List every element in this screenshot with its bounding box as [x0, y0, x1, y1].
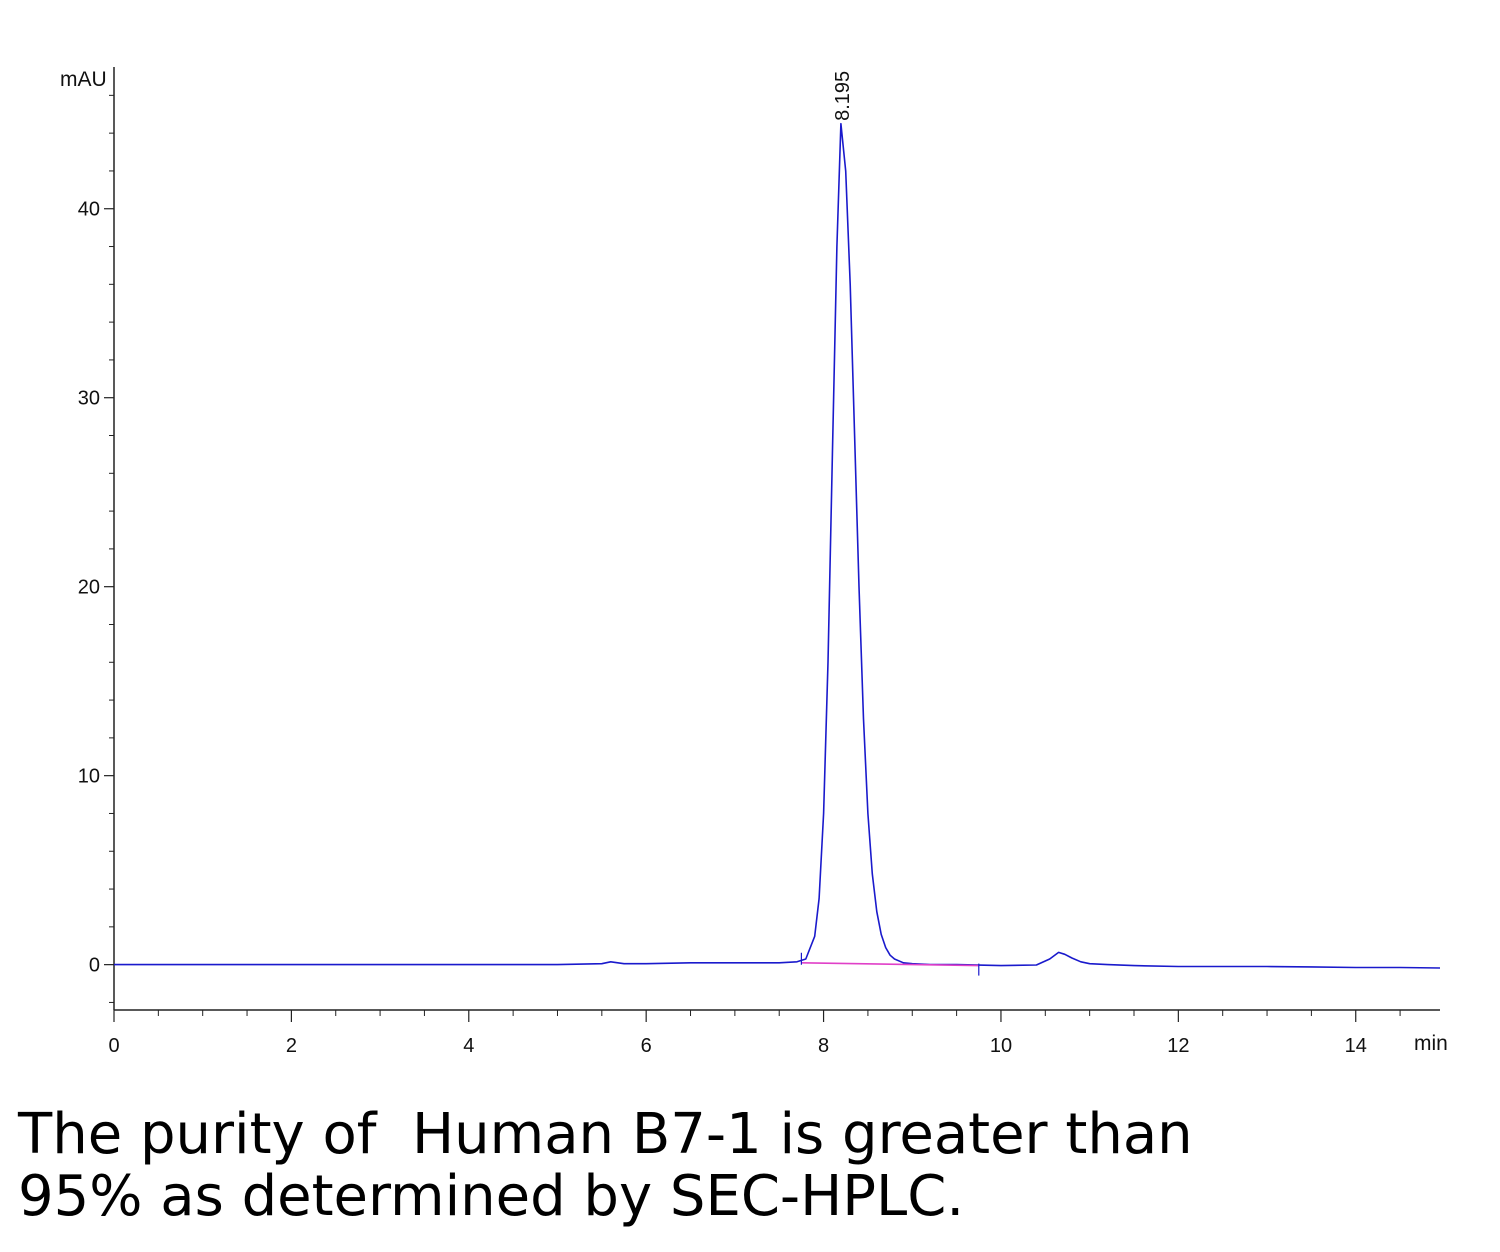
x-tick-label: 10 — [990, 1035, 1012, 1057]
x-tick-label: 14 — [1345, 1035, 1367, 1057]
chart-axes — [104, 67, 1440, 1022]
chromatogram-trace — [114, 122, 1441, 969]
x-tick-label: 12 — [1167, 1035, 1189, 1057]
baseline-trace — [801, 962, 979, 967]
peak-retention-label: 8.195 — [832, 71, 854, 121]
x-tick-label: 0 — [108, 1035, 119, 1057]
x-tick-label: 6 — [641, 1035, 652, 1057]
x-tick-label: 4 — [463, 1035, 474, 1057]
y-axis-label: mAU — [60, 68, 107, 91]
x-axis-label: min — [1414, 1032, 1448, 1055]
chart-series — [114, 122, 1441, 976]
y-tick-label: 10 — [78, 766, 100, 788]
y-tick-label: 20 — [78, 577, 100, 599]
y-tick-label: 0 — [89, 955, 100, 977]
y-tick-label: 30 — [78, 388, 100, 410]
caption-line-1: The purity of Human B7-1 is greater than — [18, 1102, 1193, 1167]
x-tick-label: 8 — [818, 1035, 829, 1057]
x-tick-label: 2 — [286, 1035, 297, 1057]
chromatogram-chart: mAU min 0 10 20 30 40 0 2 4 6 8 10 12 14 8.195 — [60, 67, 1448, 1057]
figure-caption: The purity of Human B7-1 is greater than… — [18, 1104, 1478, 1228]
chart-labels: mAU min 0 10 20 30 40 0 2 4 6 8 10 12 14 8.195 — [60, 68, 1448, 1057]
caption-line-2: 95% as determined by SEC-HPLC. — [18, 1164, 965, 1229]
y-tick-label: 40 — [78, 199, 100, 221]
